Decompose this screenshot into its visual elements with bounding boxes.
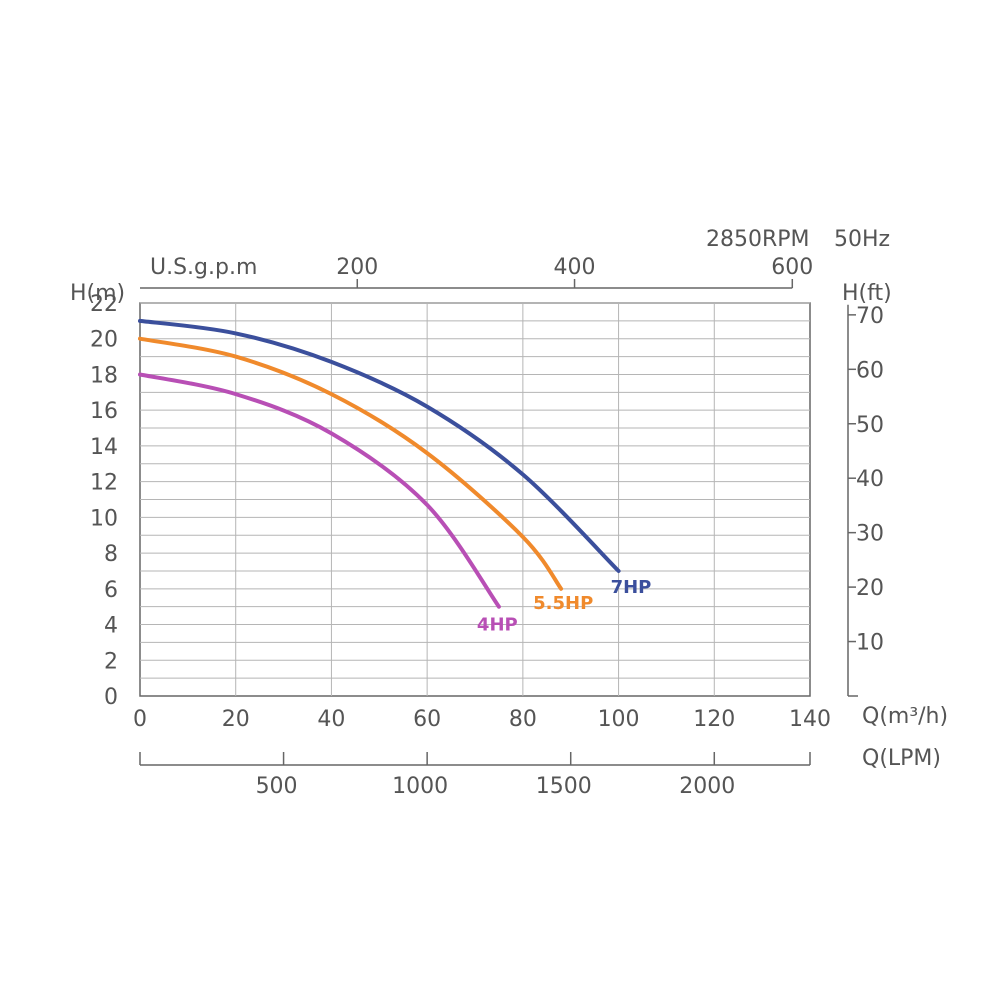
x-tick-label: 40 xyxy=(317,707,345,732)
lpm-axis-tick-label: 1000 xyxy=(392,774,448,799)
axes xyxy=(139,279,858,766)
series-label-4hp: 4HP xyxy=(477,615,518,636)
series-label-5-5hp: 5.5HP xyxy=(533,593,593,614)
series-curve-7hp xyxy=(138,318,621,573)
grid xyxy=(139,302,811,697)
right-axis-tick-label: 10 xyxy=(856,631,884,656)
x-tick-label: 100 xyxy=(598,707,640,732)
x-tick-label: 80 xyxy=(509,707,537,732)
freq-label: 50Hz xyxy=(834,227,890,252)
series-curve-4hp xyxy=(138,372,501,609)
labels: 2850RPM 50Hz U.S.g.p.m H(m) H(ft) Q(m³/h… xyxy=(70,227,948,799)
y-tick-label: 0 xyxy=(104,685,118,710)
y-axis-title: H(m) xyxy=(70,281,125,306)
top-axis-tick-label: 600 xyxy=(771,255,813,280)
top-axis-tick-label: 400 xyxy=(554,255,596,280)
top-axis-title: U.S.g.p.m xyxy=(150,255,257,280)
lpm-axis-tick-label: 2000 xyxy=(679,774,735,799)
y-tick-label: 2 xyxy=(104,649,118,674)
right-axis-title: H(ft) xyxy=(842,281,892,306)
right-axis-tick-label: 50 xyxy=(856,413,884,438)
y-tick-label: 10 xyxy=(90,506,118,531)
x-tick-label: 120 xyxy=(693,707,735,732)
right-axis-tick-label: 70 xyxy=(856,304,884,329)
series-curves xyxy=(138,318,621,609)
bottom-axis-title: Q(LPM) xyxy=(862,746,941,771)
y-tick-label: 12 xyxy=(90,471,118,496)
x-tick-label: 60 xyxy=(413,707,441,732)
y-tick-label: 18 xyxy=(90,363,118,388)
series-label-7hp: 7HP xyxy=(611,577,652,598)
x-tick-label: 0 xyxy=(133,707,147,732)
right-axis-tick-label: 60 xyxy=(856,358,884,383)
rpm-label: 2850RPM xyxy=(706,227,810,252)
right-axis-tick-label: 40 xyxy=(856,467,884,492)
y-tick-label: 22 xyxy=(90,292,118,317)
y-tick-label: 16 xyxy=(90,399,118,424)
series-curve-5-5hp xyxy=(138,336,564,591)
y-tick-label: 20 xyxy=(90,328,118,353)
lpm-axis-tick-label: 500 xyxy=(256,774,298,799)
x-axis-title: Q(m³/h) xyxy=(862,704,948,729)
top-axis-tick-label: 200 xyxy=(336,255,378,280)
y-tick-label: 4 xyxy=(104,614,118,639)
y-tick-label: 6 xyxy=(104,578,118,603)
y-tick-label: 8 xyxy=(104,542,118,567)
y-tick-label: 14 xyxy=(90,435,118,460)
lpm-axis-tick-label: 1500 xyxy=(536,774,592,799)
right-axis-tick-label: 30 xyxy=(856,522,884,547)
x-tick-label: 140 xyxy=(789,707,831,732)
right-axis-tick-label: 20 xyxy=(856,576,884,601)
x-tick-label: 20 xyxy=(222,707,250,732)
